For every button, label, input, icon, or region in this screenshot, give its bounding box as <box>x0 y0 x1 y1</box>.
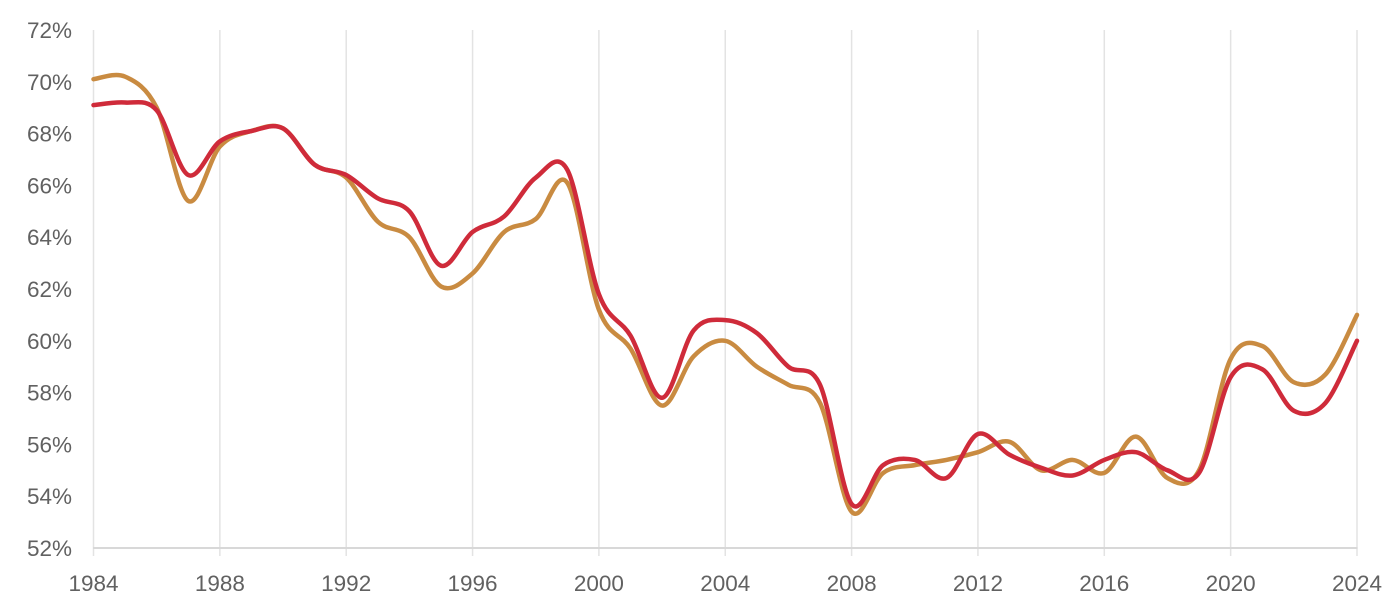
y-axis-tick-label: 60% <box>27 329 72 354</box>
x-axis-tick-label: 2000 <box>574 571 624 596</box>
x-axis-tick-label: 1992 <box>321 571 371 596</box>
y-axis-tick-label: 70% <box>27 70 72 95</box>
y-axis-tick-label: 54% <box>27 484 72 509</box>
y-axis-tick-label: 64% <box>27 225 72 250</box>
y-axis-tick-label: 52% <box>27 536 72 561</box>
x-axis-tick-label: 1988 <box>195 571 245 596</box>
y-axis-tick-label: 56% <box>27 432 72 457</box>
y-axis-tick-label: 66% <box>27 173 72 198</box>
x-axis-tick-label: 2020 <box>1206 571 1256 596</box>
x-axis-tick-label: 2004 <box>700 571 750 596</box>
y-axis-tick-label: 68% <box>27 122 72 147</box>
y-axis-tick-label: 72% <box>27 18 72 43</box>
red-line-series <box>91 99 1360 509</box>
x-axis-tick-label: 1984 <box>68 571 118 596</box>
x-axis-tick-label: 2012 <box>953 571 1003 596</box>
x-axis-tick-label: 1996 <box>448 571 498 596</box>
x-axis-tick-label: 2024 <box>1332 571 1382 596</box>
y-axis-tick-label: 62% <box>27 277 72 302</box>
y-axis-tick-label: 58% <box>27 381 72 406</box>
x-axis-tick-label: 2008 <box>827 571 877 596</box>
x-axis-tick-label: 2016 <box>1079 571 1129 596</box>
